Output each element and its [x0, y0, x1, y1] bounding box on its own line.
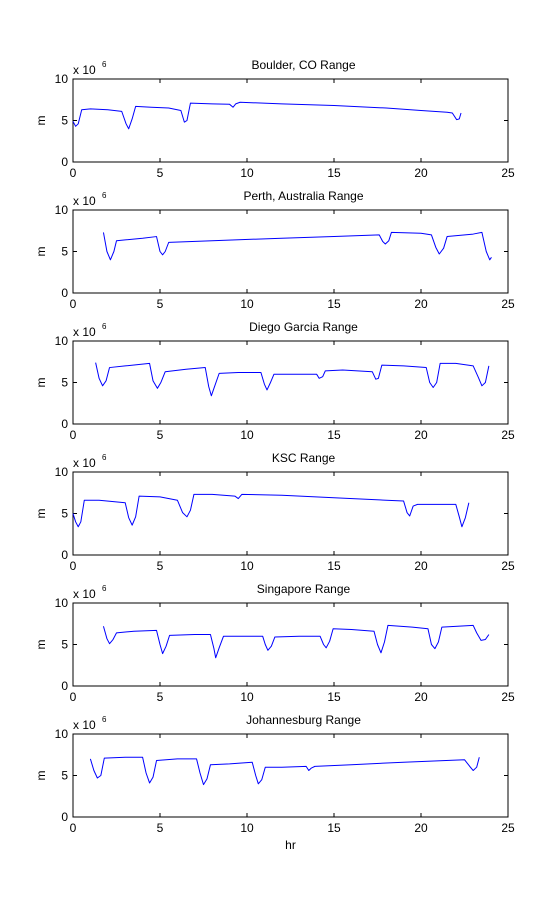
- subplot-title: Perth, Australia Range: [243, 189, 363, 203]
- x-tick-label: 5: [157, 690, 164, 704]
- axes-box: [72, 471, 509, 556]
- x-tick-label: 25: [501, 297, 515, 311]
- x-tick-label: 15: [327, 821, 341, 835]
- y-axis-label: m: [34, 378, 48, 388]
- x-tick-label: 5: [157, 559, 164, 573]
- x-tick-label: 25: [501, 821, 515, 835]
- range-series-line: [72, 493, 470, 528]
- x-tick-label: 20: [414, 428, 428, 442]
- x-tick-label: 15: [327, 690, 341, 704]
- y-tick-label: 5: [61, 638, 68, 652]
- y-tick-label: 10: [55, 727, 69, 741]
- x-tick-label: 10: [240, 428, 254, 442]
- x-tick-label: 5: [157, 166, 164, 180]
- axes-box: [72, 340, 509, 425]
- x-tick-label: 15: [327, 297, 341, 311]
- x-tick-label: 20: [414, 559, 428, 573]
- y-exponent-label: x 10: [73, 63, 96, 77]
- subplot-1: 0 5 10 15 20 25 0 5 10 x 10 6 Boulder, CO Range m: [34, 58, 515, 180]
- y-tick-label: 0: [61, 679, 68, 693]
- y-tick-label: 0: [61, 155, 68, 169]
- y-axis-label: m: [34, 640, 48, 650]
- y-exponent-label: x 10: [73, 194, 96, 208]
- x-tick-label: 10: [240, 690, 254, 704]
- y-tick-label: 5: [61, 507, 68, 521]
- x-tick-label: 20: [414, 297, 428, 311]
- x-tick-label: 0: [70, 297, 77, 311]
- x-tick-label: 0: [70, 559, 77, 573]
- x-tick-label: 15: [327, 559, 341, 573]
- y-tick-label: 0: [61, 286, 68, 300]
- subplot-3: 0 5 10 15 20 25 0 5 10 x 10 6 Diego Garcia Range m: [34, 320, 515, 442]
- y-tick-label: 0: [61, 810, 68, 824]
- y-exponent-label: x 10: [73, 718, 96, 732]
- x-tick-label: 0: [70, 166, 77, 180]
- subplot-title: Diego Garcia Range: [249, 320, 358, 334]
- x-tick-label: 0: [70, 428, 77, 442]
- y-exponent-label: x 10: [73, 587, 96, 601]
- y-tick-label: 10: [55, 596, 69, 610]
- y-tick-label: 10: [55, 465, 69, 479]
- y-exponent-superscript: 6: [102, 191, 107, 200]
- y-tick-label: 5: [61, 114, 68, 128]
- y-exponent-label: x 10: [73, 456, 96, 470]
- y-tick-label: 5: [61, 376, 68, 390]
- x-tick-label: 20: [414, 690, 428, 704]
- subplot-5: 0 5 10 15 20 25 0 5 10 x 10 6 Singapore Range m: [34, 582, 515, 704]
- subplot-title: Johannesburg Range: [246, 713, 361, 727]
- y-exponent-superscript: 6: [102, 60, 107, 69]
- y-exponent-superscript: 6: [102, 715, 107, 724]
- x-tick-label: 15: [327, 166, 341, 180]
- y-axis-label: m: [34, 509, 48, 519]
- range-series-line: [102, 624, 490, 659]
- range-series-line: [95, 362, 490, 397]
- y-tick-label: 0: [61, 548, 68, 562]
- y-axis-label: m: [34, 116, 48, 126]
- x-tick-label: 25: [501, 428, 515, 442]
- y-tick-label: 0: [61, 417, 68, 431]
- x-tick-label: 5: [157, 821, 164, 835]
- x-axis-label: hr: [285, 838, 296, 852]
- subplot-2: 0 5 10 15 20 25 0 5 10 x 10 6 Perth, Australia Rang…: [34, 189, 515, 311]
- x-tick-label: 5: [157, 297, 164, 311]
- y-tick-label: 10: [55, 72, 69, 86]
- y-axis-label: m: [34, 247, 48, 257]
- subplot-6: 0 5 10 15 20 25 0 5 10 x 10 6 Johannesburg Range m hr: [34, 713, 515, 852]
- y-tick-label: 5: [61, 769, 68, 783]
- x-tick-label: 15: [327, 428, 341, 442]
- x-tick-label: 10: [240, 166, 254, 180]
- axes-box: [72, 733, 509, 818]
- y-exponent-superscript: 6: [102, 322, 107, 331]
- subplot-title: Boulder, CO Range: [251, 58, 355, 72]
- x-tick-label: 10: [240, 297, 254, 311]
- range-series-line: [89, 756, 480, 786]
- x-tick-label: 25: [501, 559, 515, 573]
- y-exponent-superscript: 6: [102, 453, 107, 462]
- x-tick-label: 5: [157, 428, 164, 442]
- axes-box: [72, 78, 509, 163]
- y-exponent-superscript: 6: [102, 584, 107, 593]
- x-tick-label: 0: [70, 821, 77, 835]
- x-tick-label: 25: [501, 166, 515, 180]
- y-axis-label: m: [34, 771, 48, 781]
- x-tick-label: 0: [70, 690, 77, 704]
- y-tick-label: 5: [61, 245, 68, 259]
- range-series-line: [102, 231, 492, 261]
- x-tick-label: 20: [414, 821, 428, 835]
- y-exponent-label: x 10: [73, 325, 96, 339]
- x-tick-label: 25: [501, 690, 515, 704]
- y-tick-label: 10: [55, 203, 69, 217]
- x-tick-label: 10: [240, 559, 254, 573]
- subplot-4: 0 5 10 15 20 25 0 5 10 x 10 6 KSC Range m: [34, 451, 515, 573]
- x-tick-label: 20: [414, 166, 428, 180]
- range-series-line: [72, 101, 462, 130]
- subplot-title: KSC Range: [272, 451, 336, 465]
- y-tick-label: 10: [55, 334, 69, 348]
- subplot-title: Singapore Range: [257, 582, 351, 596]
- x-tick-label: 10: [240, 821, 254, 835]
- axes-box: [72, 209, 509, 294]
- axes-box: [72, 602, 509, 687]
